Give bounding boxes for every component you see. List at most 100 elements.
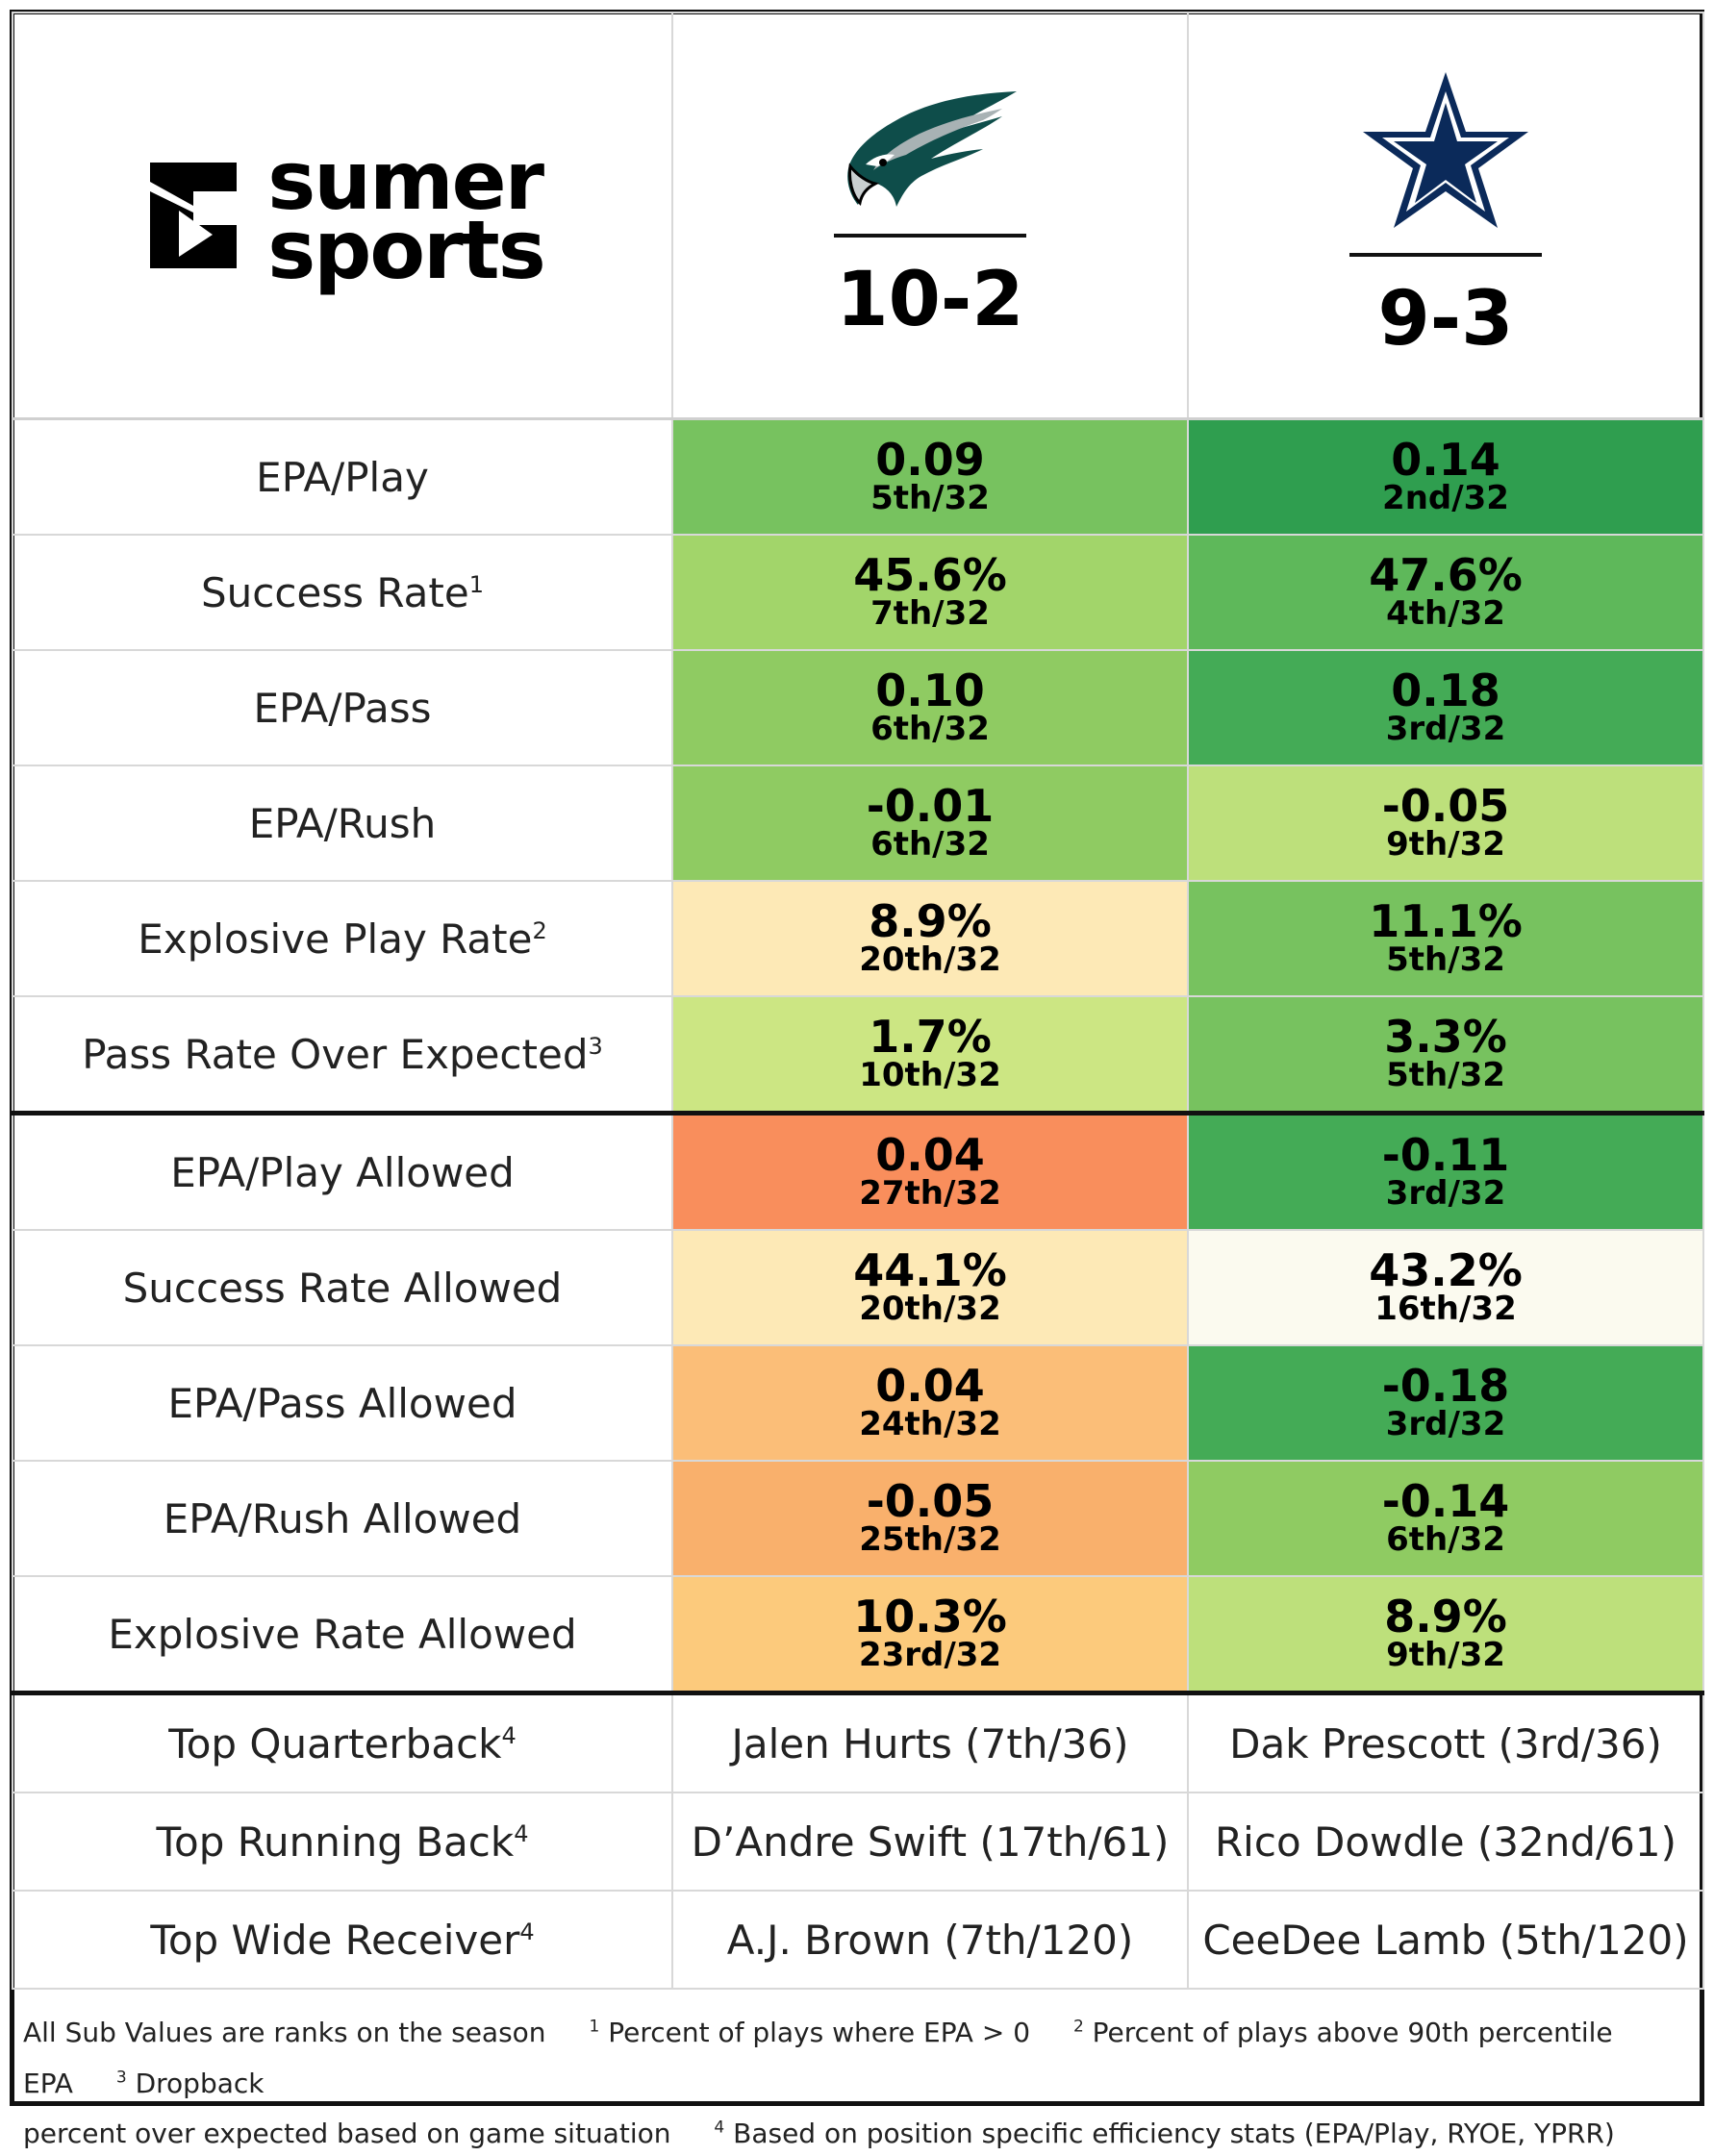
- stat-label-text: Explosive Rate Allowed: [108, 1610, 577, 1658]
- team-record: 9-3: [1377, 276, 1514, 363]
- stat-cell: 10.3% 23rd/32: [671, 1575, 1189, 1695]
- stat-label-text: EPA/Rush Allowed: [163, 1494, 522, 1542]
- stat-label: Pass Rate Over Expected3: [12, 995, 673, 1116]
- footnote-note: All Sub Values are ranks on the season: [23, 2017, 546, 2049]
- player-label: Top Running Back4: [12, 1792, 673, 1892]
- footnote-marker: 2: [532, 916, 547, 944]
- stat-rank: 5th/32: [1386, 940, 1505, 979]
- player-label-text: Top Running Back: [156, 1818, 515, 1866]
- star-icon: [1363, 72, 1528, 228]
- stat-label-text: Explosive Play Rate: [138, 915, 533, 963]
- stat-rank: 7th/32: [870, 594, 990, 633]
- stat-value: 3.3%: [1384, 1011, 1507, 1063]
- stat-value: 0.18: [1391, 664, 1500, 716]
- stat-rank: 9th/32: [1386, 825, 1505, 864]
- stat-value: 11.1%: [1369, 895, 1523, 947]
- player-cell: Jalen Hurts (7th/36): [671, 1692, 1189, 1793]
- stat-rank: 3rd/32: [1385, 1174, 1506, 1213]
- stat-rank: 9th/32: [1386, 1636, 1505, 1674]
- footnote-marker: 4: [514, 1819, 529, 1847]
- player-cell: Rico Dowdle (32nd/61): [1187, 1792, 1704, 1892]
- stat-rank: 6th/32: [1386, 1520, 1505, 1559]
- brand-line-2: sports: [267, 203, 545, 297]
- stat-row: EPA/Play Allowed 0.04 27th/32 -0.11 3rd/32: [12, 1112, 1704, 1231]
- stat-label-text: EPA/Pass Allowed: [167, 1379, 517, 1427]
- stat-value: 44.1%: [853, 1244, 1007, 1296]
- stat-label-text: EPA/Play Allowed: [170, 1148, 515, 1196]
- footnote-3: 3 Dropback: [115, 2067, 265, 2099]
- team-record: 10-2: [836, 257, 1024, 343]
- stat-label: EPA/Pass: [12, 649, 673, 766]
- player-cell: CeeDee Lamb (5th/120): [1187, 1890, 1704, 1990]
- stat-row: EPA/Rush Allowed -0.05 25th/32 -0.14 6th/32: [12, 1460, 1704, 1577]
- footnotes: All Sub Values are ranks on the season 1…: [23, 2005, 1697, 2156]
- stat-cell: -0.14 6th/32: [1187, 1460, 1704, 1577]
- stat-label-text: Success Rate: [200, 568, 469, 616]
- stat-label: Success Rate Allowed: [12, 1229, 673, 1346]
- stat-label: EPA/Play: [12, 417, 673, 536]
- stat-label-text: EPA/Pass: [253, 684, 432, 732]
- header-row: sumer sports 10-2: [12, 12, 1704, 420]
- footnote-marker: 4: [501, 1721, 517, 1749]
- player-cell: A.J. Brown (7th/120): [671, 1890, 1189, 1990]
- footnote-marker: 1: [468, 570, 484, 598]
- stat-cell: 0.04 24th/32: [671, 1344, 1189, 1462]
- stat-cell: 1.7% 10th/32: [671, 995, 1189, 1116]
- stat-row: EPA/Rush -0.01 6th/32 -0.05 9th/32: [12, 765, 1704, 882]
- footnote-1: 1 Percent of plays where EPA > 0: [589, 2017, 1031, 2049]
- footnote-3-continued: percent over expected based on game situ…: [23, 2117, 671, 2149]
- stat-rank: 20th/32: [859, 1290, 1001, 1328]
- stat-row: Success Rate Allowed 44.1% 20th/32 43.2% 16t…: [12, 1229, 1704, 1346]
- player-cell: D’Andre Swift (17th/61): [671, 1792, 1189, 1892]
- stat-cell: 3.3% 5th/32: [1187, 995, 1704, 1116]
- stat-cell: 43.2% 16th/32: [1187, 1229, 1704, 1346]
- stat-label: EPA/Rush Allowed: [12, 1460, 673, 1577]
- stat-value: -0.01: [866, 780, 995, 832]
- stat-value: 8.9%: [1384, 1591, 1507, 1642]
- stat-rank: 5th/32: [1386, 1056, 1505, 1094]
- player-row: Top Running Back4 D’Andre Swift (17th/61)…: [12, 1792, 1704, 1892]
- stat-label: EPA/Play Allowed: [12, 1112, 673, 1231]
- footnote-marker: 4: [519, 1918, 535, 1945]
- stat-row: EPA/Pass 0.10 6th/32 0.18 3rd/32: [12, 649, 1704, 766]
- stat-cell: 8.9% 20th/32: [671, 880, 1189, 997]
- stat-label-text: Pass Rate Over Expected: [82, 1030, 589, 1078]
- stat-value: 45.6%: [853, 549, 1007, 601]
- stat-label: EPA/Rush: [12, 765, 673, 882]
- stat-cell: 0.09 5th/32: [671, 417, 1189, 536]
- stat-label: EPA/Pass Allowed: [12, 1344, 673, 1462]
- stat-cell: 45.6% 7th/32: [671, 534, 1189, 651]
- stat-value: 10.3%: [853, 1591, 1007, 1642]
- player-label-text: Top Quarterback: [168, 1719, 502, 1767]
- team-eagles-header: 10-2: [671, 12, 1189, 420]
- stat-value: -0.05: [866, 1475, 995, 1527]
- stat-cell: -0.11 3rd/32: [1187, 1112, 1704, 1231]
- stat-value: 0.04: [875, 1360, 985, 1412]
- stat-row: Success Rate1 45.6% 7th/32 47.6% 4th/32: [12, 534, 1704, 651]
- stat-rank: 10th/32: [859, 1056, 1001, 1094]
- stat-row: Explosive Rate Allowed 10.3% 23rd/32 8.9% 9t…: [12, 1575, 1704, 1695]
- stat-rank: 6th/32: [870, 825, 990, 864]
- stat-row: Explosive Play Rate2 8.9% 20th/32 11.1% 5th/…: [12, 880, 1704, 997]
- stat-rank: 3rd/32: [1385, 1405, 1506, 1443]
- stat-cell: 11.1% 5th/32: [1187, 880, 1704, 997]
- player-label-text: Top Wide Receiver: [150, 1916, 520, 1964]
- stat-row: EPA/Play 0.09 5th/32 0.14 2nd/32: [12, 417, 1704, 536]
- footnote-marker: 3: [588, 1032, 603, 1060]
- brand-line-1: sumer: [267, 134, 544, 228]
- stat-rank: 4th/32: [1386, 594, 1505, 633]
- stat-value: 8.9%: [869, 895, 992, 947]
- stat-cell: -0.01 6th/32: [671, 765, 1189, 882]
- stat-label-text: Success Rate Allowed: [122, 1264, 563, 1312]
- stat-rank: 25th/32: [859, 1520, 1001, 1559]
- stat-rank: 16th/32: [1374, 1290, 1517, 1328]
- player-label: Top Wide Receiver4: [12, 1890, 673, 1990]
- footnote-2: 2 Percent of plays above 90th percentile…: [23, 2017, 1613, 2099]
- team-divider: [834, 234, 1026, 238]
- team-cowboys-header: 9-3: [1187, 12, 1704, 420]
- stat-cell: 47.6% 4th/32: [1187, 534, 1704, 651]
- team-divider: [1349, 253, 1542, 257]
- footnote-4: 4 Based on position specific efficiency …: [714, 2117, 1615, 2149]
- player-row: Top Wide Receiver4 A.J. Brown (7th/120) Ce…: [12, 1890, 1704, 1990]
- player-cell: Dak Prescott (3rd/36): [1187, 1692, 1704, 1793]
